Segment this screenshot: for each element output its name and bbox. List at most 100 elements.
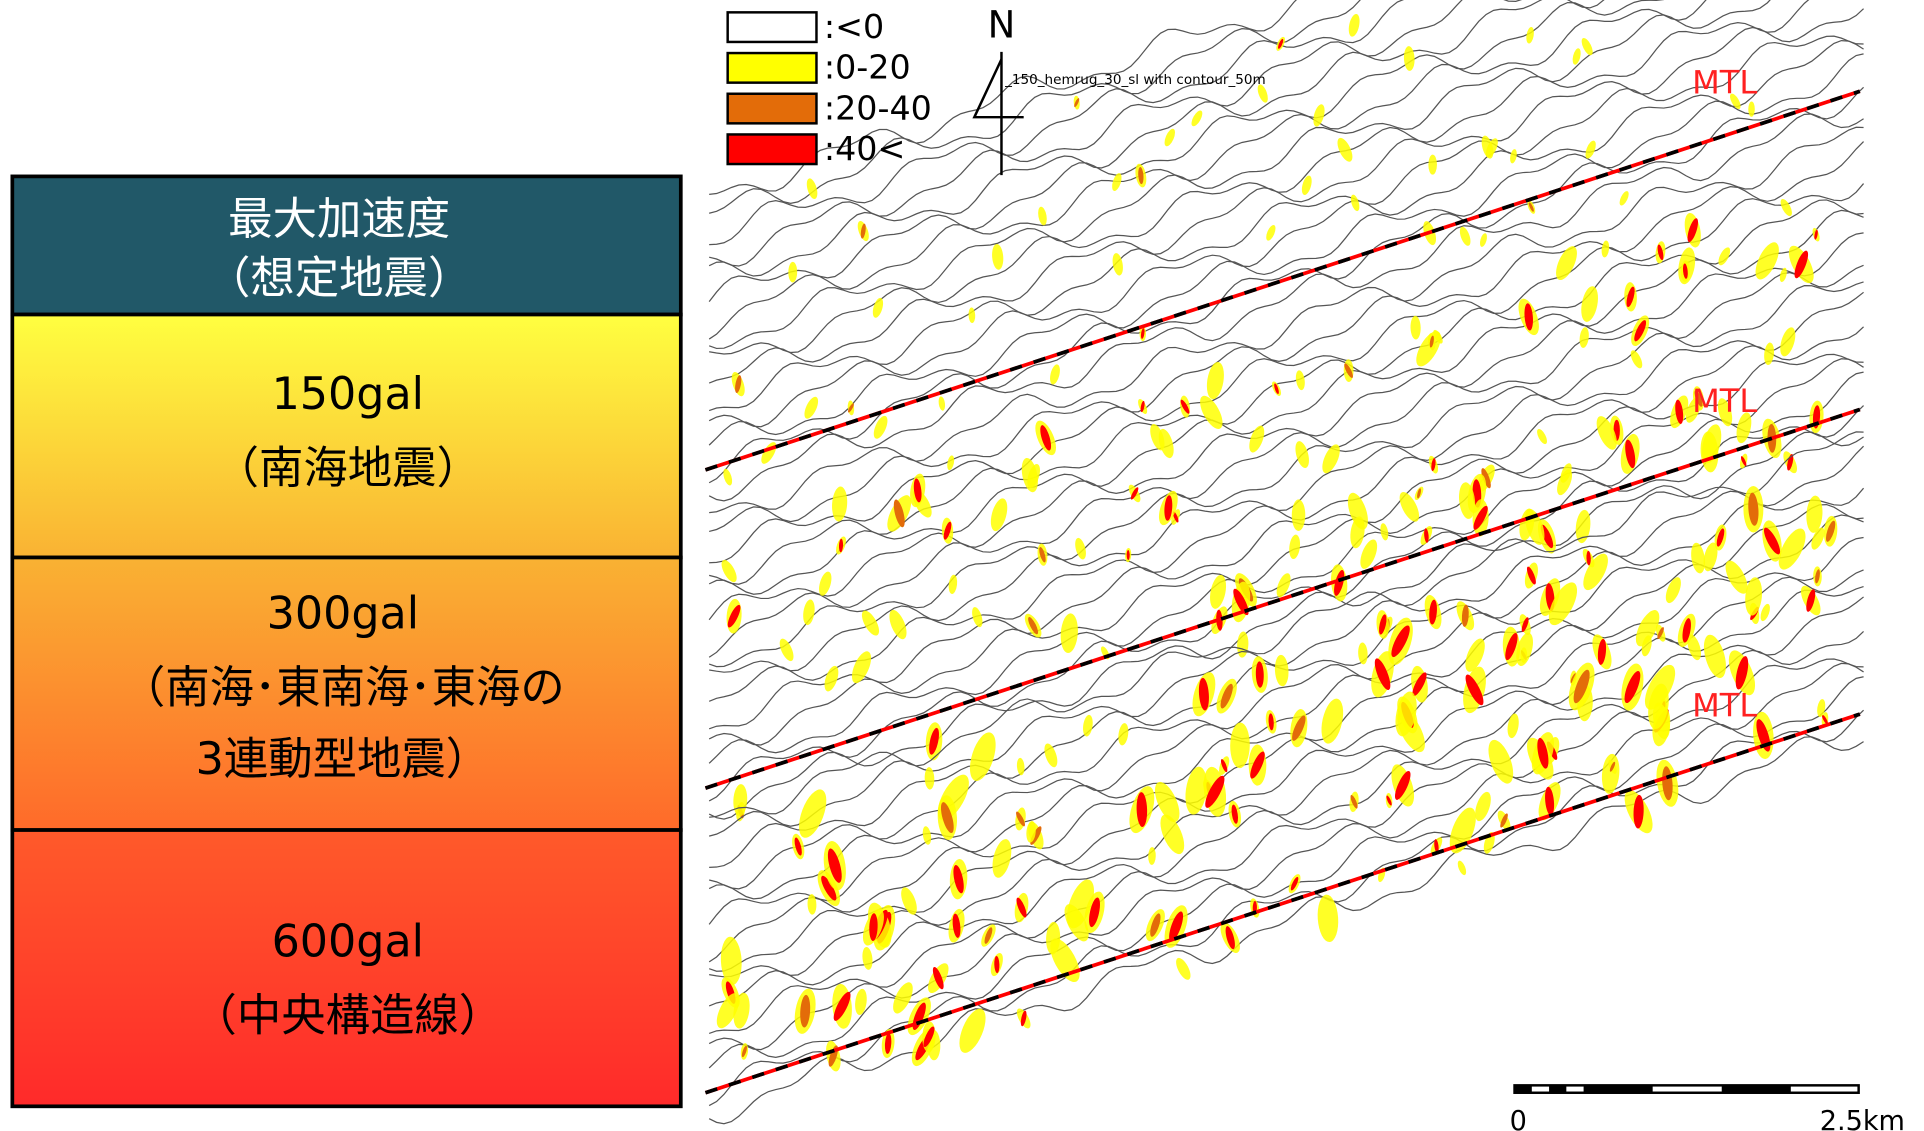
hazard-zone [802, 599, 817, 626]
hazard-zone [871, 414, 890, 441]
hazard-zone [1458, 225, 1473, 247]
legend-swatch [728, 12, 817, 42]
hazard-zone [1073, 537, 1088, 561]
scale-start: 0 [1510, 1106, 1527, 1131]
hazard-zone [946, 455, 955, 471]
map-panel: MTL [705, 127, 1863, 822]
hazard-zone [722, 468, 734, 487]
hazard-zone [858, 608, 882, 638]
hazard-zone [1082, 714, 1094, 737]
hazard-zone [1111, 252, 1124, 276]
slide: 最大加速度 （想定地震） 150gal （南海地震） 300gal （南海･東南… [0, 0, 1924, 1131]
hazard-zone [1246, 424, 1267, 455]
hazard-zone [1117, 723, 1130, 747]
hazard-zone [861, 946, 873, 970]
hazard-zone [1552, 243, 1582, 283]
hazard-zone [1293, 440, 1312, 470]
hazard-zone [1344, 490, 1372, 532]
hazard-zone [871, 297, 885, 319]
hazard-zone [1236, 631, 1249, 658]
legend-label: :40< [824, 129, 906, 168]
hazard-zone [1583, 139, 1598, 160]
row-text: 3連動型地震） [196, 734, 491, 785]
hazard-zone [1230, 722, 1250, 768]
hazard-zone [1037, 206, 1048, 226]
hazard-zone [817, 570, 834, 597]
fault-label: MTL [1692, 686, 1757, 724]
hazard-zone [1663, 575, 1684, 605]
north-label: N [988, 4, 1016, 47]
hazard-zone [1618, 190, 1631, 207]
hazard-zone [788, 262, 797, 283]
hazard-zone [991, 244, 1004, 271]
fault-label: MTL [1692, 64, 1757, 102]
hazard-zone [720, 936, 743, 985]
hazard-zone [1509, 149, 1518, 164]
scale-bar: 0 2.5km [1510, 1085, 1905, 1131]
hazard-zone [1428, 155, 1437, 175]
hazard-zone [1579, 285, 1601, 324]
hazard-zone [1716, 246, 1732, 267]
contour [709, 659, 1863, 1033]
hazard-zone [922, 826, 933, 846]
hazard-zone [1579, 327, 1590, 349]
hazard-zone [1347, 13, 1362, 38]
hazard-zone [1059, 613, 1079, 654]
hazard-zone [1479, 232, 1489, 247]
row-cell [12, 315, 680, 558]
contour [709, 127, 1863, 512]
row-text: （中央構造線） [192, 991, 503, 1042]
hazard-zone [1628, 349, 1644, 370]
row-text: 600gal [272, 917, 424, 968]
hazard-zone [1295, 370, 1306, 391]
contour [709, 282, 1863, 667]
hazard-zone [1016, 758, 1025, 776]
hazard-zone [1300, 175, 1314, 196]
legend-swatch [728, 94, 817, 124]
hazard-zone [1777, 326, 1798, 358]
maps: MTL MTL MTL [705, 0, 1863, 1124]
hazard-zone [1763, 342, 1775, 365]
hazard-zone [1207, 573, 1228, 610]
legend-swatch [728, 53, 817, 83]
hazard-zone [1162, 127, 1177, 147]
hazard-zone [1148, 847, 1156, 865]
hazard-zone [1525, 26, 1535, 44]
hazard-zone [802, 395, 821, 421]
hazard-zone [1110, 172, 1123, 192]
row-text: （南海地震） [215, 443, 481, 494]
contour [709, 663, 1863, 1049]
hazard-zone [1601, 240, 1610, 258]
hazard-zone [954, 1005, 991, 1056]
fault-label: MTL [1692, 382, 1757, 420]
hazard-zone [1274, 654, 1289, 686]
contour [709, 677, 1863, 1068]
hazard-zone [1334, 136, 1355, 164]
legend-label: :0-20 [824, 48, 911, 87]
row-cell [12, 830, 680, 1106]
row-text: 300gal [267, 589, 419, 640]
hazard-zone [1173, 956, 1193, 982]
hazard-zone [854, 988, 868, 1016]
hazard-zone [1456, 860, 1468, 877]
hazard-zone [848, 649, 875, 686]
hazard-zone [938, 396, 946, 411]
legend-label: :20-40 [824, 88, 932, 127]
hazard-zone [1189, 109, 1204, 128]
hazard-zone [733, 784, 748, 817]
hazard-zone [1461, 636, 1489, 674]
contour [709, 515, 1863, 899]
hazard-zone [1048, 363, 1061, 385]
row-text: 150gal [272, 369, 424, 420]
hazard-zone [948, 574, 958, 594]
hazard-zone [1403, 46, 1415, 71]
map-label: _150_hemrug_30_sl with contour_50m [1004, 72, 1266, 88]
acceleration-table: 最大加速度 （想定地震） 150gal （南海地震） 300gal （南海･東南… [12, 176, 680, 1106]
hazard-zone [1264, 224, 1277, 242]
hazard-zone [1759, 603, 1772, 623]
hazard-zone [1349, 194, 1361, 212]
map-panel: MTL [705, 432, 1863, 1124]
row-text: （南海･東南海･東海の [121, 663, 565, 714]
hazard-zone [1778, 197, 1794, 217]
hazard-zone [1410, 316, 1421, 340]
